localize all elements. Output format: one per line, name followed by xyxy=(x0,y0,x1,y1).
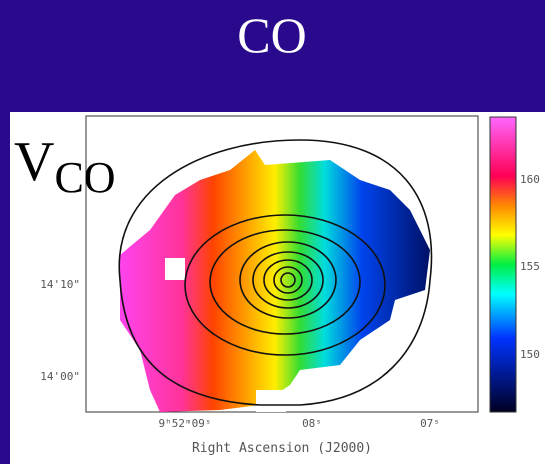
colorbar xyxy=(489,116,517,413)
contours xyxy=(118,139,433,406)
colorbar-label: 150 xyxy=(520,348,540,361)
velocity-map xyxy=(120,150,430,412)
dec-label: 14'10" xyxy=(40,278,80,291)
colorbar-label: 155 xyxy=(520,260,540,273)
ra-label: 07ˢ xyxy=(420,417,440,430)
ra-label: 9ʰ52ᵐ09ˢ xyxy=(159,417,212,430)
ra-label: 08ˢ xyxy=(302,417,322,430)
slide-title: CO xyxy=(237,7,306,63)
label-subscript: CO xyxy=(54,153,115,202)
map-hole xyxy=(256,390,286,412)
map-hole xyxy=(165,258,185,280)
x-axis-title: Right Ascension (J2000) xyxy=(192,441,372,456)
velocity-label: VCO xyxy=(14,131,116,202)
dec-label: 14'00" xyxy=(40,370,80,383)
label-main: V xyxy=(14,131,54,193)
colorbar-label: 160 xyxy=(520,173,540,186)
